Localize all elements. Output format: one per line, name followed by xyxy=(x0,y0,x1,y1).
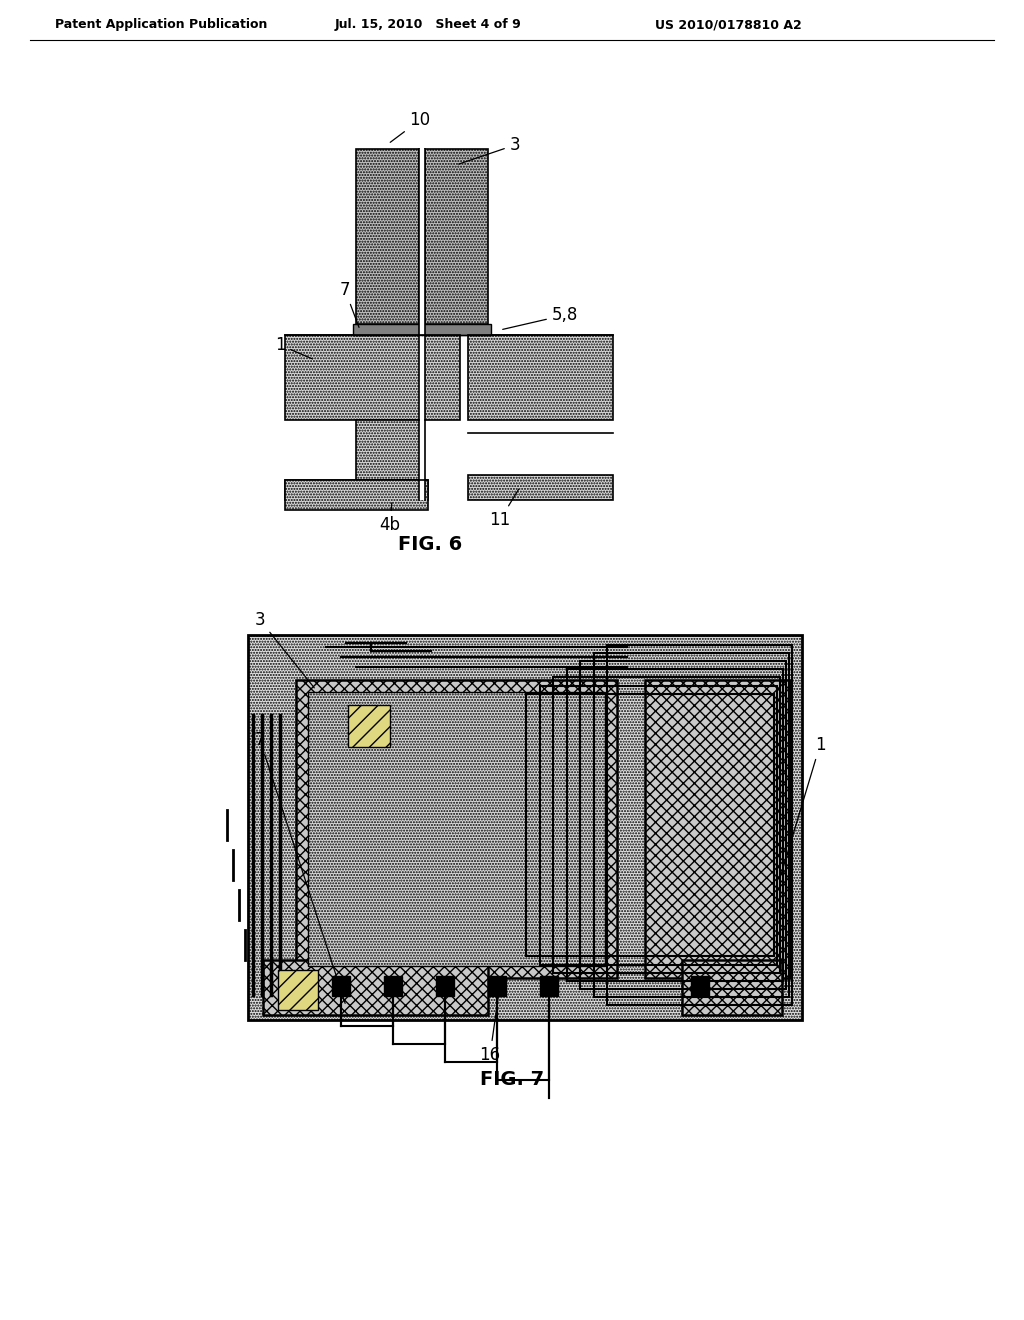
Bar xyxy=(682,960,782,1015)
Bar xyxy=(285,335,460,420)
Bar xyxy=(425,149,488,323)
Bar xyxy=(540,975,558,997)
Text: Jul. 15, 2010   Sheet 4 of 9: Jul. 15, 2010 Sheet 4 of 9 xyxy=(335,18,522,30)
Bar xyxy=(419,149,425,420)
Bar xyxy=(553,677,780,973)
Text: US 2010/0178810 A2: US 2010/0178810 A2 xyxy=(655,18,802,30)
Text: 5,8: 5,8 xyxy=(503,306,579,330)
Text: 1: 1 xyxy=(274,337,312,359)
Bar xyxy=(468,475,613,500)
Bar xyxy=(353,323,422,335)
Bar xyxy=(468,335,613,420)
Bar xyxy=(248,635,802,1020)
Bar xyxy=(540,685,777,965)
Bar xyxy=(468,433,613,455)
Bar xyxy=(285,480,428,510)
Bar xyxy=(645,680,790,978)
Bar xyxy=(422,323,490,335)
Text: 4b: 4b xyxy=(380,503,400,535)
Bar xyxy=(607,645,792,1005)
Bar xyxy=(436,975,454,997)
Text: 7: 7 xyxy=(340,281,359,327)
Bar xyxy=(580,661,786,989)
Bar xyxy=(384,975,402,997)
Bar xyxy=(332,975,350,997)
Bar xyxy=(419,414,425,500)
Bar xyxy=(356,149,419,323)
Bar xyxy=(356,420,423,480)
Bar xyxy=(308,692,605,966)
Text: 16: 16 xyxy=(479,987,501,1064)
Bar xyxy=(488,975,506,997)
Text: 3: 3 xyxy=(459,136,520,164)
Text: 7: 7 xyxy=(255,731,345,1003)
Bar xyxy=(278,970,318,1010)
Text: 10: 10 xyxy=(390,111,430,143)
Text: 3: 3 xyxy=(255,611,314,688)
Text: 11: 11 xyxy=(489,490,518,529)
Text: 1: 1 xyxy=(780,737,825,875)
Bar xyxy=(263,960,488,1015)
Bar xyxy=(691,975,709,997)
Text: Patent Application Publication: Patent Application Publication xyxy=(55,18,267,30)
Bar xyxy=(296,680,617,978)
Bar xyxy=(526,693,774,957)
Bar xyxy=(285,480,428,500)
Bar xyxy=(348,705,390,747)
Bar xyxy=(594,653,790,997)
Text: FIG. 6: FIG. 6 xyxy=(398,535,462,554)
Bar xyxy=(566,669,783,981)
Text: FIG. 7: FIG. 7 xyxy=(480,1071,544,1089)
